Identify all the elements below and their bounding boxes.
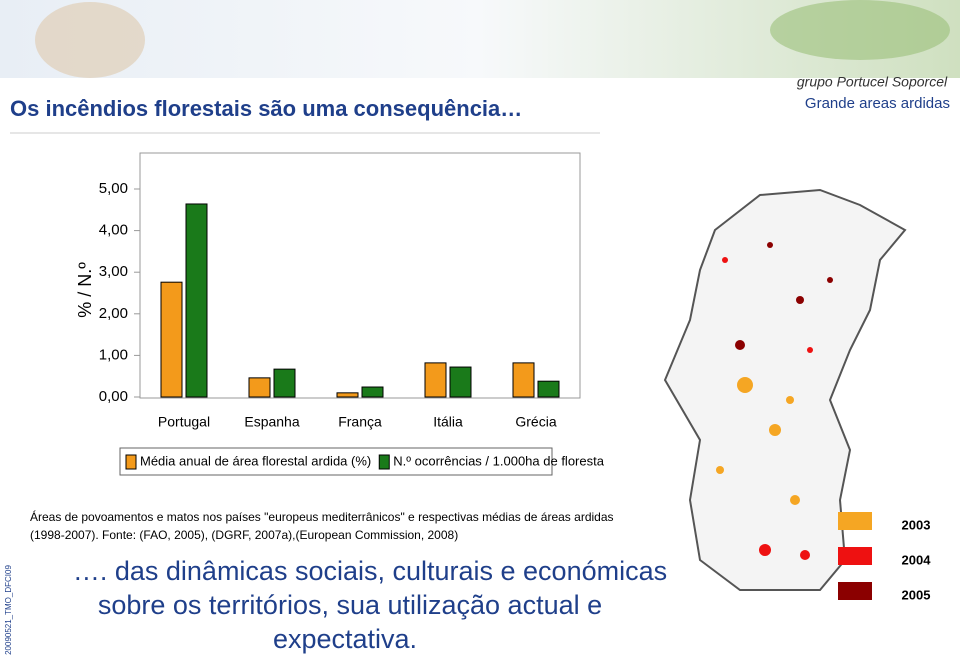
map-outline (663, 188, 907, 591)
bar (424, 362, 447, 398)
map-areas-2003 (716, 377, 800, 505)
legend-swatch (125, 454, 137, 470)
legend: Média anual de área florestal ardida (%)… (125, 453, 605, 470)
map-title: Grande areas ardidas (805, 95, 950, 112)
bar (248, 377, 271, 398)
legend-label: N.º ocorrências / 1.000ha de floresta (393, 453, 604, 468)
statement-line: expectativa. (273, 624, 417, 654)
statement-line: sobre os territórios, sua utilização act… (98, 590, 602, 620)
legend-box (119, 447, 553, 476)
map-areas-2005 (735, 242, 833, 350)
legend-swatch (378, 454, 390, 470)
y-tick-label: 4,00 (99, 222, 128, 239)
header-photo (35, 2, 145, 78)
plot-frame (139, 152, 581, 399)
legend-label: Média anual de área florestal ardida (%) (140, 453, 371, 468)
x-tick-label: Portugal (158, 414, 210, 430)
slide-title: Os incêndios florestais são uma consequê… (10, 96, 522, 121)
y-tick-label: 0,00 (99, 388, 128, 405)
map-legend-swatch (838, 512, 872, 530)
map-legend: 2003 2004 2005 (838, 512, 931, 602)
bar (160, 281, 183, 398)
map-legend-swatch (838, 582, 872, 600)
map (663, 188, 907, 591)
bar (449, 366, 472, 398)
bar (336, 392, 359, 398)
footer-code: 20090521_TMO_DFCI09 (4, 565, 13, 655)
bar (512, 362, 535, 398)
x-tick-label: Espanha (244, 414, 299, 430)
y-axis-label: % / N.º (75, 262, 95, 318)
map-legend-swatch (838, 547, 872, 565)
bar (537, 380, 560, 398)
map-legend-label: 2004 (902, 552, 932, 567)
x-tick-label: França (338, 414, 382, 430)
y-tick-label: 3,00 (99, 263, 128, 280)
y-tick-label: 5,00 (99, 180, 128, 197)
bar (361, 386, 384, 398)
statement-line: …. das dinâmicas sociais, culturais e ec… (73, 556, 667, 586)
y-tick-label: 2,00 (99, 305, 128, 322)
caption-line: (1998-2007). Fonte: (FAO, 2005), (DGRF, … (30, 528, 458, 542)
bar (185, 203, 208, 398)
caption-line: Áreas de povoamentos e matos nos países … (30, 509, 614, 524)
map-areas-2004 (722, 257, 813, 560)
x-tick-label: Grécia (515, 414, 556, 430)
y-tick-label: 1,00 (99, 346, 128, 363)
header-plants (770, 0, 950, 60)
map-legend-label: 2003 (902, 517, 931, 532)
x-tick-label: Itália (433, 414, 463, 430)
map-legend-label: 2005 (902, 587, 931, 602)
logo: grupo Portucel Soporcel (797, 74, 948, 90)
bar (273, 368, 296, 398)
